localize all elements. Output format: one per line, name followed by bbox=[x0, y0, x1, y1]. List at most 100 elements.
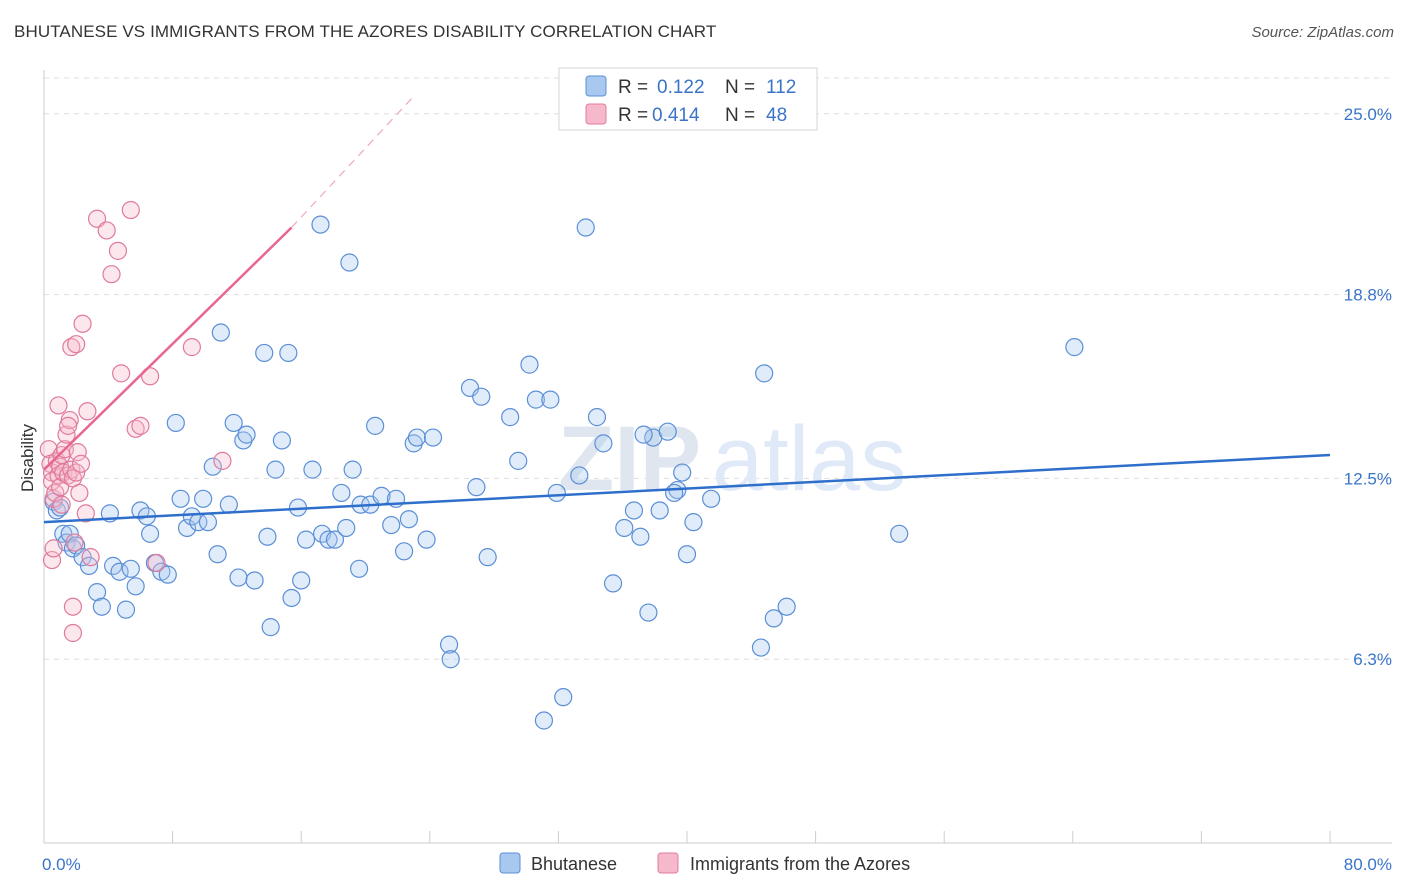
bottom-legend-label-bhutanese: Bhutanese bbox=[531, 854, 617, 874]
bhutanese-point-102 bbox=[677, 545, 697, 564]
azores-point-22 bbox=[67, 463, 86, 482]
azores-point-25 bbox=[78, 402, 97, 421]
bhutanese-point-42 bbox=[261, 618, 280, 637]
bottom-legend-label-azores: Immigrants from the Azores bbox=[690, 854, 910, 874]
legend-r-label-azores: R = bbox=[618, 105, 648, 126]
bhutanese-point-108 bbox=[777, 597, 796, 616]
bhutanese-point-40 bbox=[255, 343, 274, 363]
bhutanese-point-49 bbox=[296, 530, 316, 549]
azores-point-10 bbox=[52, 495, 71, 514]
watermark: ZIP atlas bbox=[558, 408, 906, 510]
bhutanese-point-43 bbox=[266, 460, 285, 479]
bhutanese-point-33 bbox=[211, 323, 230, 342]
azores-point-35 bbox=[102, 265, 121, 284]
bhutanese-point-79 bbox=[509, 451, 528, 470]
azores-point-32 bbox=[63, 623, 83, 643]
bhutanese-point-70 bbox=[417, 530, 436, 549]
bhutanese-point-78 bbox=[501, 408, 520, 427]
bhutanese-point-75 bbox=[467, 478, 486, 497]
bhutanese-point-106 bbox=[755, 364, 774, 383]
bhutanese-point-54 bbox=[325, 530, 345, 549]
azores-point-29 bbox=[71, 454, 91, 473]
azores-point-37 bbox=[112, 364, 131, 383]
source-label: Source: ZipAtlas.com bbox=[1251, 24, 1394, 41]
x-tick-labels: 0.0% 80.0% bbox=[42, 855, 1392, 874]
y-tick-label-0: 6.3% bbox=[1353, 650, 1392, 669]
azores-point-27 bbox=[62, 338, 81, 357]
bhutanese-point-41 bbox=[258, 527, 277, 546]
bhutanese-point-14 bbox=[110, 562, 129, 581]
legend-n-value-bhutanese: 112 bbox=[766, 77, 796, 98]
azores-point-47 bbox=[70, 483, 89, 503]
azores-trend-extension bbox=[291, 95, 415, 228]
bhutanese-point-97 bbox=[650, 501, 669, 520]
azores-point-45 bbox=[59, 416, 78, 435]
azores-point-19 bbox=[65, 533, 84, 552]
bhutanese-point-48 bbox=[292, 571, 311, 590]
bhutanese-trend-line bbox=[43, 453, 1331, 524]
legend-swatch-bhutanese bbox=[585, 75, 607, 97]
bhutanese-point-25 bbox=[171, 489, 190, 508]
legend-r-value-bhutanese: 0.122 bbox=[657, 77, 705, 98]
y-tick-labels: 6.3% 12.5% 18.8% 25.0% bbox=[1344, 105, 1392, 669]
bhutanese-point-17 bbox=[126, 577, 145, 596]
bhutanese-point-77 bbox=[478, 548, 497, 567]
bhutanese-point-57 bbox=[340, 253, 359, 272]
legend-n-label-bhutanese: N = bbox=[725, 77, 755, 98]
azores-point-31 bbox=[63, 597, 83, 616]
azores-point-43 bbox=[182, 338, 201, 357]
bhutanese-point-104 bbox=[702, 489, 721, 508]
legend-swatch-azores bbox=[585, 103, 607, 125]
bhutanese-point-31 bbox=[203, 457, 222, 476]
bhutanese-point-84 bbox=[534, 711, 554, 730]
azores-point-42 bbox=[147, 553, 166, 573]
bhutanese-point-91 bbox=[615, 518, 634, 538]
bhutanese-point-34 bbox=[219, 495, 238, 514]
legend-bottom: Bhutanese Immigrants from the Azores bbox=[499, 852, 910, 874]
grid-lines bbox=[44, 77, 1392, 660]
bhutanese-point-64 bbox=[382, 515, 401, 535]
azores-point-20 bbox=[42, 550, 62, 570]
bhutanese-point-53 bbox=[319, 530, 338, 549]
bhutanese-point-71 bbox=[423, 428, 443, 447]
bhutanese-point-56 bbox=[337, 518, 356, 538]
azores-point-41 bbox=[140, 367, 160, 386]
bhutanese-point-1 bbox=[47, 501, 66, 520]
azores-trend-line bbox=[43, 226, 293, 471]
bhutanese-point-88 bbox=[587, 408, 607, 427]
azores-point-38 bbox=[121, 200, 140, 220]
bhutanese-point-67 bbox=[399, 510, 419, 529]
bhutanese-point-86 bbox=[570, 466, 589, 485]
x-tick-label-1: 80.0% bbox=[1344, 855, 1392, 874]
bhutanese-point-39 bbox=[245, 571, 264, 590]
bhutanese-point-73 bbox=[441, 650, 460, 669]
bhutanese-point-55 bbox=[332, 483, 351, 503]
bhutanese-point-32 bbox=[208, 545, 227, 564]
bhutanese-point-10 bbox=[87, 583, 107, 602]
azores-point-5 bbox=[46, 483, 65, 503]
azores-point-46 bbox=[49, 396, 68, 415]
bhutanese-point-44 bbox=[272, 431, 292, 450]
bhutanese-point-101 bbox=[673, 463, 692, 482]
bhutanese-point-16 bbox=[121, 559, 140, 578]
bhutanese-point-5 bbox=[60, 524, 79, 543]
legend-n-value-azores: 48 bbox=[766, 105, 787, 126]
azores-point-33 bbox=[87, 209, 107, 228]
y-tick-label-2: 18.8% bbox=[1344, 286, 1392, 305]
bhutanese-point-15 bbox=[116, 600, 136, 619]
bottom-legend-swatch-bhutanese bbox=[499, 852, 521, 874]
bhutanese-point-66 bbox=[394, 542, 414, 561]
bhutanese-point-46 bbox=[282, 588, 301, 608]
azores-point-24 bbox=[73, 314, 92, 333]
bhutanese-point-92 bbox=[624, 501, 644, 520]
bhutanese-point-36 bbox=[229, 568, 248, 587]
y-axis-label: Disability bbox=[18, 423, 37, 492]
bhutanese-point-98 bbox=[658, 422, 677, 441]
y-tick-label-1: 12.5% bbox=[1344, 469, 1392, 488]
bhutanese-point-29 bbox=[194, 489, 213, 508]
bhutanese-point-26 bbox=[177, 518, 197, 538]
azores-point-34 bbox=[97, 221, 116, 240]
azores-point-36 bbox=[108, 241, 128, 260]
x-tick-label-0: 0.0% bbox=[42, 855, 81, 874]
